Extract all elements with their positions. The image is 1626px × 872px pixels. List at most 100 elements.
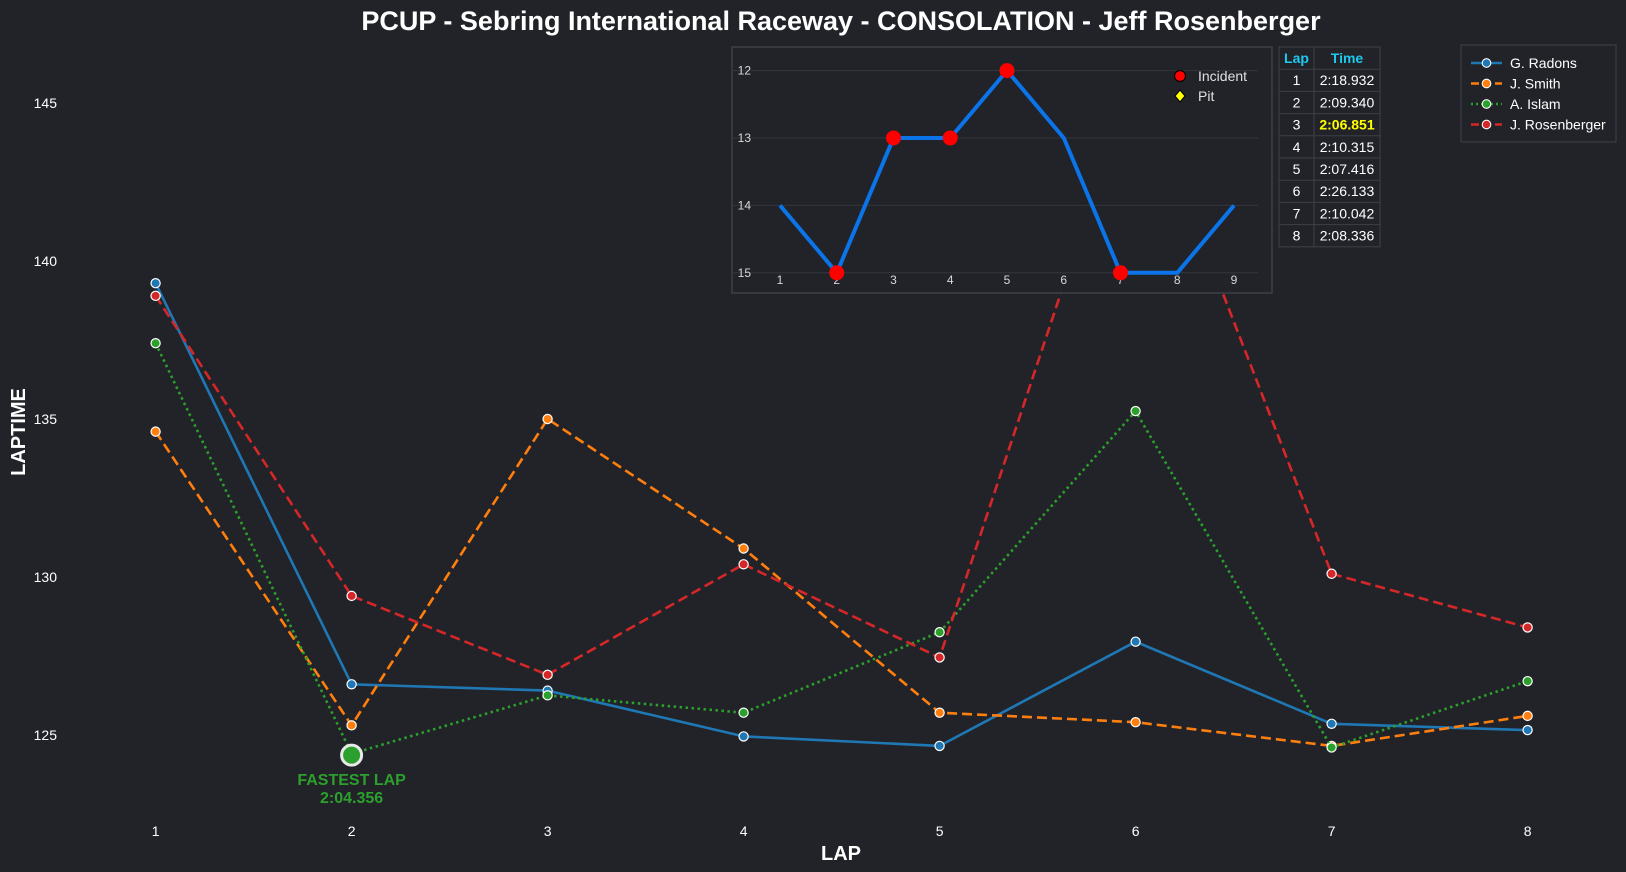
fastest-lap-label: FASTEST LAP bbox=[297, 772, 406, 789]
data-point bbox=[1326, 718, 1337, 729]
table-cell-lap: 4 bbox=[1293, 139, 1301, 155]
y-tick-label: 130 bbox=[34, 569, 58, 585]
table-cell-time: 2:10.315 bbox=[1320, 139, 1375, 155]
data-point bbox=[934, 740, 945, 752]
pit-legend-label: Pit bbox=[1198, 88, 1214, 104]
x-axis-title: LAP bbox=[821, 843, 861, 865]
legend-entry: J. Smith bbox=[1510, 76, 1561, 92]
inset-legend: Incident Pit bbox=[1173, 68, 1247, 104]
y-axis-title: LAPTIME bbox=[8, 388, 30, 476]
chart-title: PCUP - Sebring International Raceway - C… bbox=[361, 6, 1321, 36]
inset-y-tick-label: 13 bbox=[738, 131, 752, 145]
table-frame bbox=[1278, 46, 1381, 248]
y-tick-label: 145 bbox=[34, 95, 58, 111]
inset-x-tick-label: 8 bbox=[1174, 273, 1181, 287]
table-cell-lap: 1 bbox=[1293, 72, 1301, 88]
data-point bbox=[1130, 636, 1141, 647]
y-axis-ticks: 125 130 135 140 145 bbox=[34, 95, 58, 743]
data-point bbox=[1326, 742, 1337, 753]
data-point bbox=[934, 626, 945, 638]
incident-legend-marker bbox=[1173, 69, 1187, 83]
x-tick-label: 5 bbox=[936, 823, 944, 839]
incident-marker bbox=[1113, 265, 1128, 281]
series-line-3 bbox=[154, 67, 1528, 677]
data-point bbox=[542, 690, 553, 701]
incident-marker bbox=[942, 130, 958, 146]
data-point bbox=[150, 338, 161, 349]
x-axis-ticks: 1 2 3 4 5 6 7 8 bbox=[152, 823, 1532, 839]
incident-marker bbox=[886, 130, 901, 146]
table-cell-time: 2:26.133 bbox=[1320, 183, 1375, 199]
inset-x-tick-label: 5 bbox=[1004, 273, 1011, 287]
table-header: Lap bbox=[1284, 50, 1309, 66]
inset-series-layer bbox=[778, 63, 1236, 281]
data-point bbox=[1522, 675, 1533, 687]
data-point bbox=[346, 679, 357, 690]
x-tick-label: 2 bbox=[348, 823, 356, 839]
series-line-2 bbox=[154, 342, 1529, 756]
x-tick-label: 7 bbox=[1328, 823, 1336, 839]
table-cell-time: 2:08.336 bbox=[1320, 228, 1375, 244]
lap-time-table: Lap Time 1 2:18.932 2 2:09.340 3 2:06.851 4 2:10.… bbox=[1278, 46, 1381, 248]
x-tick-label: 4 bbox=[740, 823, 748, 839]
table-header: Time bbox=[1331, 50, 1364, 66]
data-point bbox=[1130, 405, 1141, 417]
legend-swatch-marker bbox=[1481, 58, 1492, 68]
inset-y-tick-label: 14 bbox=[738, 198, 752, 212]
data-point bbox=[1326, 568, 1337, 579]
incident-marker bbox=[829, 265, 845, 281]
data-point bbox=[1522, 710, 1533, 722]
fastest-lap-marker bbox=[340, 743, 364, 767]
inset-frame bbox=[731, 46, 1273, 294]
legend-entry: A. Islam bbox=[1510, 96, 1561, 112]
table-cell-time: 2:18.932 bbox=[1320, 72, 1375, 88]
data-point bbox=[150, 426, 161, 437]
x-tick-label: 3 bbox=[544, 823, 552, 839]
inset-x-tick-label: 1 bbox=[777, 273, 784, 287]
data-point bbox=[738, 559, 749, 570]
table-cell-lap: 2 bbox=[1293, 94, 1301, 110]
table-cell-lap: 3 bbox=[1293, 117, 1301, 133]
data-point bbox=[150, 290, 161, 302]
table-cell-lap: 8 bbox=[1293, 228, 1301, 244]
legend-swatch-marker bbox=[1481, 99, 1492, 109]
legend-swatch-marker bbox=[1481, 78, 1492, 89]
table-cell-lap: 5 bbox=[1293, 161, 1301, 177]
x-tick-label: 1 bbox=[152, 823, 160, 839]
y-tick-label: 125 bbox=[34, 727, 58, 743]
data-point bbox=[738, 543, 749, 554]
series-line-1 bbox=[154, 417, 1528, 748]
series-line-0 bbox=[154, 282, 1528, 748]
data-point bbox=[346, 590, 357, 602]
table-cell-time: 2:06.851 bbox=[1319, 117, 1374, 133]
data-point bbox=[542, 413, 553, 425]
y-tick-label: 135 bbox=[34, 411, 58, 427]
data-point bbox=[1522, 622, 1533, 633]
data-point bbox=[542, 669, 553, 681]
inset-y-ticks: 12 13 14 15 bbox=[738, 64, 752, 280]
legend-entry: J. Rosenberger bbox=[1510, 117, 1606, 133]
table-cell-lap: 7 bbox=[1293, 205, 1301, 221]
inset-x-tick-label: 6 bbox=[1060, 273, 1067, 287]
fastest-lap-time: 2:04.356 bbox=[320, 790, 383, 807]
incident-marker bbox=[999, 63, 1015, 79]
legend-entry: G. Radons bbox=[1510, 55, 1577, 71]
x-tick-label: 8 bbox=[1524, 823, 1532, 839]
pit-legend-marker bbox=[1174, 89, 1186, 103]
table-cell-lap: 6 bbox=[1293, 183, 1301, 199]
data-point bbox=[150, 277, 161, 289]
chart-legend: G. Radons J. Smith A. Islam J. Rosenberger bbox=[1460, 44, 1617, 143]
inset-x-tick-label: 3 bbox=[890, 273, 897, 287]
inset-x-tick-label: 9 bbox=[1231, 273, 1238, 287]
y-tick-label: 140 bbox=[34, 253, 58, 269]
series-layer bbox=[150, 63, 1533, 759]
data-point bbox=[1130, 717, 1141, 728]
data-point bbox=[934, 707, 945, 718]
inset-y-tick-label: 15 bbox=[738, 266, 752, 280]
table-cell-time: 2:07.416 bbox=[1320, 161, 1375, 177]
inset-x-tick-label: 4 bbox=[947, 273, 954, 287]
x-tick-label: 6 bbox=[1132, 823, 1140, 839]
legend-swatch-marker bbox=[1481, 119, 1492, 130]
